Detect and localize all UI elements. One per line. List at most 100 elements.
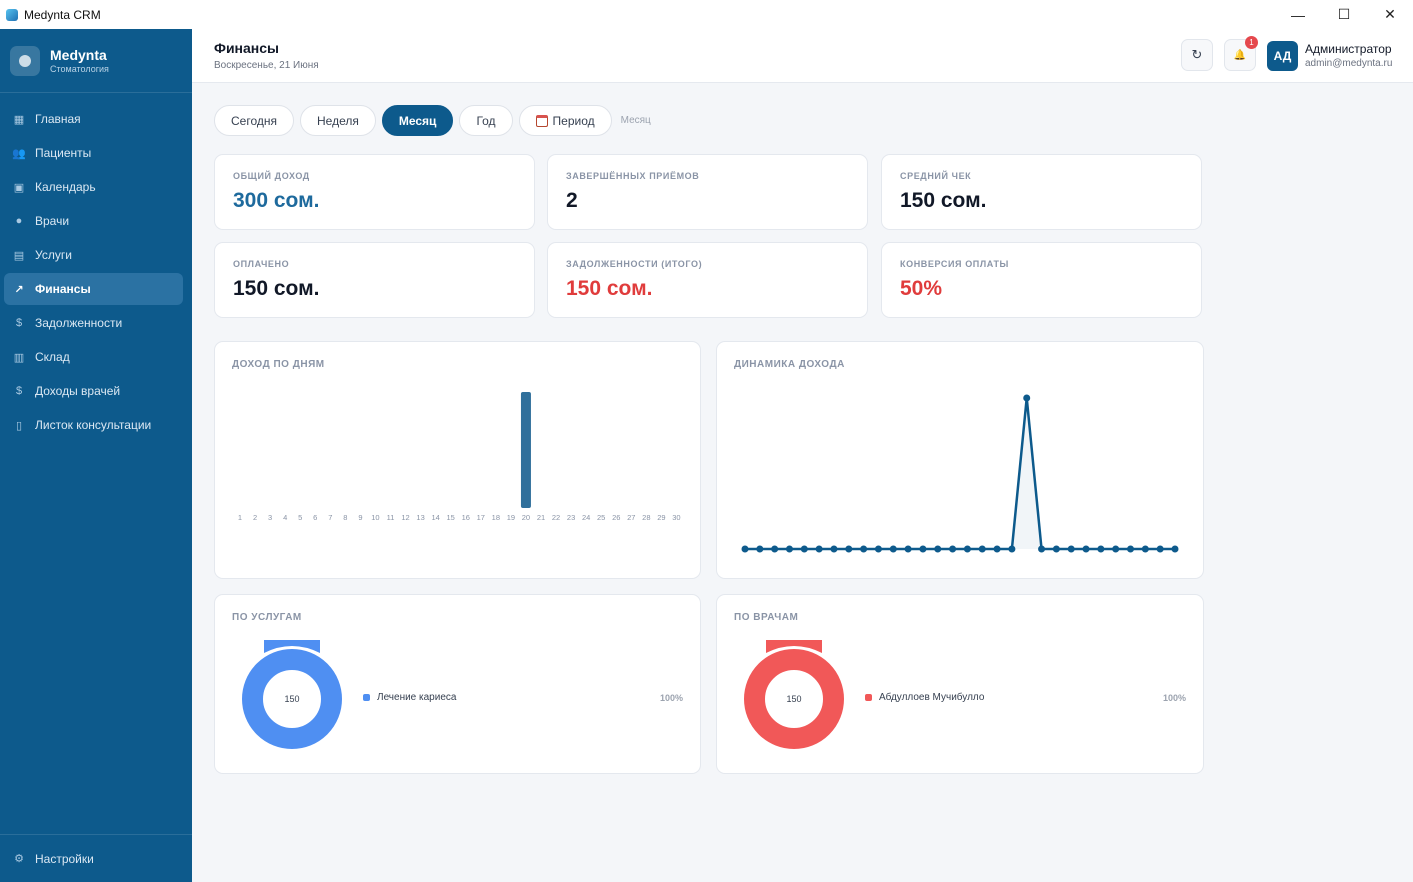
sidebar-item-7[interactable]: $ Задолженности [4, 307, 183, 339]
line-point-day-7 [830, 545, 838, 553]
x-tick-label: 10 [371, 513, 379, 522]
filter-button-3[interactable]: Месяц [381, 105, 454, 136]
donut-center-label: 150 [786, 694, 801, 704]
stat-card: ОПЛАЧЕНО 150 сом. [214, 242, 535, 318]
stat-value: 150 сом. [900, 189, 987, 212]
sidebar-item-2[interactable]: 👥 Пациенты [4, 137, 183, 169]
line-point-day-15 [949, 545, 957, 553]
line-point-day-11 [889, 545, 897, 553]
brand-name: Medynta [50, 47, 107, 63]
user-name[interactable]: Администратор [1305, 42, 1392, 56]
avatar[interactable]: АД [1267, 41, 1298, 71]
line-point-day-17 [978, 545, 986, 553]
sidebar-item-label: Задолженности [35, 316, 123, 330]
line-point-day-14 [934, 545, 942, 553]
nav-icon: $ [15, 385, 23, 397]
nav-icon: ▣ [13, 181, 25, 194]
line-point-day-3 [771, 545, 779, 553]
period-button-label: Период [552, 113, 595, 128]
legend-item: Абдуллоев Мучибулло [865, 692, 984, 703]
brand-logo-icon [10, 45, 40, 76]
x-tick-label: 26 [612, 513, 620, 522]
line-point-day-2 [756, 545, 764, 553]
x-tick-label: 19 [507, 513, 515, 522]
legend-swatch [363, 694, 370, 701]
window-controls: — ☐ ✕ [1275, 0, 1413, 29]
stat-card: СРЕДНИЙ ЧЕК 150 сом. [881, 154, 1202, 230]
sidebar-item-6[interactable]: ↗ Финансы [4, 273, 183, 305]
x-tick-label: 2 [253, 513, 257, 522]
maximize-icon[interactable]: ☐ [1337, 6, 1351, 22]
line-point-day-29 [1156, 545, 1164, 553]
sidebar-item-8[interactable]: ▥ Склад [4, 341, 183, 373]
income-by-day-chart: 1 2 3 4 5 6 7 8 9 10 11 12 13 14 15 16 17 18 19 20 21 22 23 24 2… [238, 392, 681, 522]
stat-card: ЗАВЕРШЁННЫХ ПРИЁМОВ 2 [547, 154, 868, 230]
donut-top-tab [766, 640, 822, 653]
sidebar-item-settings[interactable]: ⚙ Настройки [4, 843, 94, 875]
stat-card: ЗАДОЛЖЕННОСТИ (ИТОГО) 150 сом. [547, 242, 868, 318]
donut-center-label: 150 [284, 694, 299, 704]
app-icon [6, 8, 18, 21]
sidebar-item-label: Врачи [35, 214, 70, 228]
nav-icon: ● [15, 215, 23, 227]
line-point-day-21 [1038, 545, 1046, 553]
line-point-day-20 [1023, 394, 1031, 402]
nav-icon: ▤ [13, 249, 25, 262]
income-line [745, 396, 1175, 551]
period-button[interactable]: Период [518, 105, 612, 136]
x-tick-label: 8 [343, 513, 347, 522]
filter-button-2[interactable]: Неделя [300, 105, 376, 136]
income-dynamics-panel: ДИНАМИКА ДОХОДА [716, 341, 1204, 579]
line-point-day-8 [845, 545, 853, 553]
panel-title: ПО УСЛУГАМ [232, 612, 302, 623]
close-icon[interactable]: ✕ [1384, 6, 1396, 22]
sidebar-item-1[interactable]: ▦ Главная [4, 103, 183, 135]
panel-title: ПО ВРАЧАМ [734, 612, 799, 623]
refresh-icon: ↻ [1191, 47, 1203, 62]
line-point-day-5 [800, 545, 808, 553]
line-area-fill [745, 398, 1175, 549]
sidebar-item-label: Листок консультации [35, 418, 152, 432]
brand-subtitle: Стоматология [50, 64, 109, 74]
sidebar-item-3[interactable]: ▣ Календарь [4, 171, 183, 203]
x-tick-label: 9 [358, 513, 362, 522]
notifications-button[interactable]: 🔔 1 [1224, 36, 1258, 71]
sidebar-item-5[interactable]: ▤ Услуги [4, 239, 183, 271]
stat-value: 150 сом. [233, 277, 320, 300]
donut-slice [242, 649, 342, 749]
sidebar-nav: ▦ Главная 👥 Пациенты ▣ Календарь ● Врачи ▤ Услуги… [0, 93, 192, 441]
sidebar-item-10[interactable]: ▯ Листок консультации [4, 409, 183, 441]
by-doctors-panel: ПО ВРАЧАМ 150 Абдуллоев Мучибулло 100% [716, 594, 1204, 774]
nav-icon: ↗ [14, 283, 24, 296]
stat-label: ЗАВЕРШЁННЫХ ПРИЁМОВ [566, 171, 700, 181]
sidebar-item-label: Настройки [35, 851, 94, 866]
donut-slice [744, 649, 844, 749]
x-tick-label: 11 [387, 513, 395, 522]
sidebar-item-4[interactable]: ● Врачи [4, 205, 183, 237]
sidebar-item-9[interactable]: $ Доходы врачей [4, 375, 183, 407]
sidebar-item-label: Главная [35, 112, 81, 126]
legend-label: Абдуллоев Мучибулло [879, 692, 985, 703]
line-point-day-6 [815, 545, 823, 553]
x-tick-label: 29 [657, 513, 665, 522]
page-title: Финансы [214, 40, 279, 56]
x-tick-label: 21 [537, 513, 545, 522]
stat-value: 2 [566, 189, 578, 212]
nav-icon: ▯ [15, 419, 23, 432]
refresh-button[interactable]: ↻ [1181, 39, 1213, 71]
line-point-day-10 [874, 545, 882, 553]
window-titlebar: Medynta CRM — ☐ ✕ [0, 0, 1413, 29]
filter-button-4[interactable]: Год [459, 105, 513, 136]
x-tick-label: 28 [642, 513, 650, 522]
filter-button-1[interactable]: Сегодня [214, 105, 294, 136]
nav-icon: ▦ [13, 113, 25, 126]
sidebar-item-label: Склад [35, 350, 70, 364]
stat-label: ОПЛАЧЕНО [233, 259, 290, 269]
gear-icon: ⚙ [14, 853, 24, 865]
legend-percent: 100% [1162, 693, 1186, 703]
sidebar-item-label: Доходы врачей [35, 384, 121, 398]
bar-day-20 [520, 392, 531, 508]
minimize-icon[interactable]: — [1291, 6, 1305, 23]
line-point-day-16 [963, 545, 971, 553]
by-services-panel: ПО УСЛУГАМ 150 Лечение кариеса 100% [214, 594, 701, 774]
